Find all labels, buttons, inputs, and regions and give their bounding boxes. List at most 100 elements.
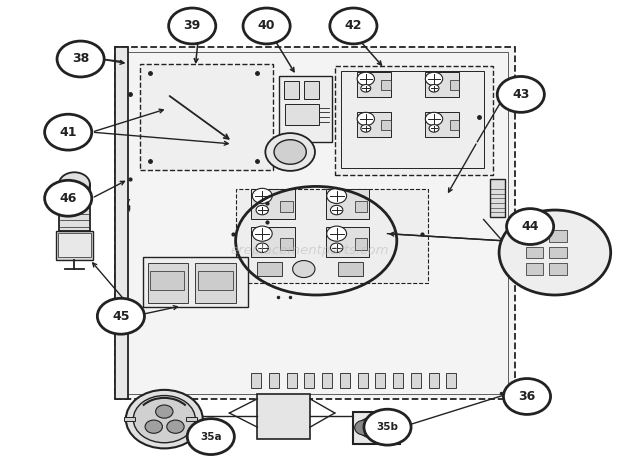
- FancyBboxPatch shape: [257, 262, 282, 276]
- Circle shape: [327, 226, 347, 241]
- Text: (: (: [126, 198, 131, 212]
- FancyBboxPatch shape: [284, 81, 299, 99]
- FancyBboxPatch shape: [381, 80, 391, 90]
- FancyBboxPatch shape: [322, 373, 332, 388]
- FancyBboxPatch shape: [115, 47, 128, 399]
- Circle shape: [503, 379, 551, 414]
- Circle shape: [429, 84, 439, 92]
- FancyBboxPatch shape: [340, 373, 350, 388]
- FancyBboxPatch shape: [124, 417, 135, 421]
- FancyBboxPatch shape: [425, 72, 459, 97]
- Circle shape: [57, 41, 104, 77]
- Text: ereplacementparts.com: ereplacementparts.com: [231, 244, 389, 257]
- Text: 45: 45: [112, 310, 130, 323]
- FancyBboxPatch shape: [279, 76, 332, 142]
- FancyBboxPatch shape: [490, 179, 505, 217]
- FancyBboxPatch shape: [355, 201, 367, 212]
- Circle shape: [330, 243, 343, 253]
- Circle shape: [133, 396, 195, 443]
- Circle shape: [45, 180, 92, 216]
- FancyBboxPatch shape: [326, 189, 369, 219]
- Circle shape: [497, 76, 544, 112]
- Circle shape: [364, 409, 411, 445]
- Circle shape: [330, 8, 377, 44]
- FancyBboxPatch shape: [446, 373, 456, 388]
- FancyBboxPatch shape: [280, 238, 293, 250]
- FancyBboxPatch shape: [355, 238, 367, 250]
- FancyBboxPatch shape: [285, 104, 319, 125]
- FancyBboxPatch shape: [58, 233, 91, 257]
- Circle shape: [252, 226, 272, 241]
- FancyBboxPatch shape: [375, 373, 385, 388]
- FancyBboxPatch shape: [195, 263, 236, 303]
- FancyBboxPatch shape: [381, 120, 391, 130]
- Text: 43: 43: [512, 88, 529, 101]
- FancyBboxPatch shape: [526, 247, 543, 258]
- Circle shape: [425, 72, 443, 85]
- FancyBboxPatch shape: [56, 231, 93, 260]
- Text: 42: 42: [345, 19, 362, 33]
- Circle shape: [327, 188, 347, 203]
- Circle shape: [97, 298, 144, 334]
- Circle shape: [59, 172, 90, 196]
- Circle shape: [425, 112, 443, 126]
- FancyBboxPatch shape: [526, 263, 543, 275]
- Circle shape: [355, 420, 374, 435]
- Circle shape: [361, 84, 371, 92]
- FancyBboxPatch shape: [304, 373, 314, 388]
- Circle shape: [265, 133, 315, 171]
- FancyBboxPatch shape: [286, 373, 296, 388]
- Ellipse shape: [358, 416, 396, 439]
- FancyBboxPatch shape: [121, 52, 508, 394]
- Circle shape: [357, 72, 374, 85]
- Circle shape: [256, 205, 268, 215]
- FancyBboxPatch shape: [549, 247, 567, 258]
- FancyBboxPatch shape: [251, 227, 294, 257]
- FancyBboxPatch shape: [269, 373, 279, 388]
- Circle shape: [169, 8, 216, 44]
- Circle shape: [243, 8, 290, 44]
- Circle shape: [507, 209, 554, 244]
- Circle shape: [256, 243, 268, 253]
- Circle shape: [429, 125, 439, 132]
- Text: 44: 44: [521, 220, 539, 233]
- Text: 35b: 35b: [376, 422, 399, 432]
- FancyBboxPatch shape: [526, 230, 543, 242]
- FancyBboxPatch shape: [148, 263, 188, 303]
- Circle shape: [357, 112, 374, 126]
- FancyBboxPatch shape: [59, 184, 90, 231]
- Circle shape: [126, 390, 203, 448]
- FancyBboxPatch shape: [304, 81, 319, 99]
- Circle shape: [45, 114, 92, 150]
- FancyBboxPatch shape: [356, 72, 391, 97]
- Text: 39: 39: [184, 19, 201, 33]
- Text: 38: 38: [72, 52, 89, 66]
- FancyBboxPatch shape: [140, 64, 273, 170]
- FancyBboxPatch shape: [549, 263, 567, 275]
- Circle shape: [293, 261, 315, 278]
- Text: 36: 36: [518, 390, 536, 403]
- Text: 46: 46: [60, 192, 77, 205]
- FancyBboxPatch shape: [425, 112, 459, 137]
- FancyBboxPatch shape: [186, 417, 197, 421]
- FancyBboxPatch shape: [450, 120, 459, 130]
- Circle shape: [252, 188, 272, 203]
- Text: 41: 41: [60, 126, 77, 139]
- Circle shape: [274, 140, 306, 164]
- FancyBboxPatch shape: [353, 412, 400, 444]
- Circle shape: [330, 205, 343, 215]
- FancyBboxPatch shape: [335, 66, 493, 175]
- Circle shape: [361, 125, 371, 132]
- Circle shape: [145, 420, 162, 433]
- FancyBboxPatch shape: [338, 262, 363, 276]
- FancyBboxPatch shape: [236, 189, 428, 283]
- FancyBboxPatch shape: [251, 373, 261, 388]
- FancyBboxPatch shape: [549, 230, 567, 242]
- Circle shape: [379, 420, 399, 435]
- FancyBboxPatch shape: [251, 189, 294, 219]
- Circle shape: [167, 420, 184, 433]
- FancyBboxPatch shape: [358, 373, 368, 388]
- FancyBboxPatch shape: [198, 271, 232, 290]
- FancyBboxPatch shape: [341, 71, 484, 168]
- Circle shape: [499, 210, 611, 295]
